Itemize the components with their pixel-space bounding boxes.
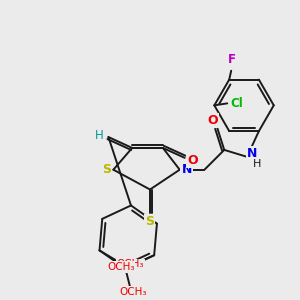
Text: OCH₃: OCH₃ <box>107 262 134 272</box>
Text: O: O <box>187 154 198 167</box>
Text: N: N <box>247 147 257 161</box>
Text: H: H <box>253 159 261 169</box>
Text: OCH₃: OCH₃ <box>120 287 147 297</box>
Text: F: F <box>228 53 236 66</box>
Text: OCH₃: OCH₃ <box>117 259 144 269</box>
Text: H: H <box>95 129 104 142</box>
Text: Cl: Cl <box>231 97 244 110</box>
Text: O: O <box>207 114 218 127</box>
Text: N: N <box>182 163 192 176</box>
Text: S: S <box>102 163 111 176</box>
Text: S: S <box>146 215 154 228</box>
